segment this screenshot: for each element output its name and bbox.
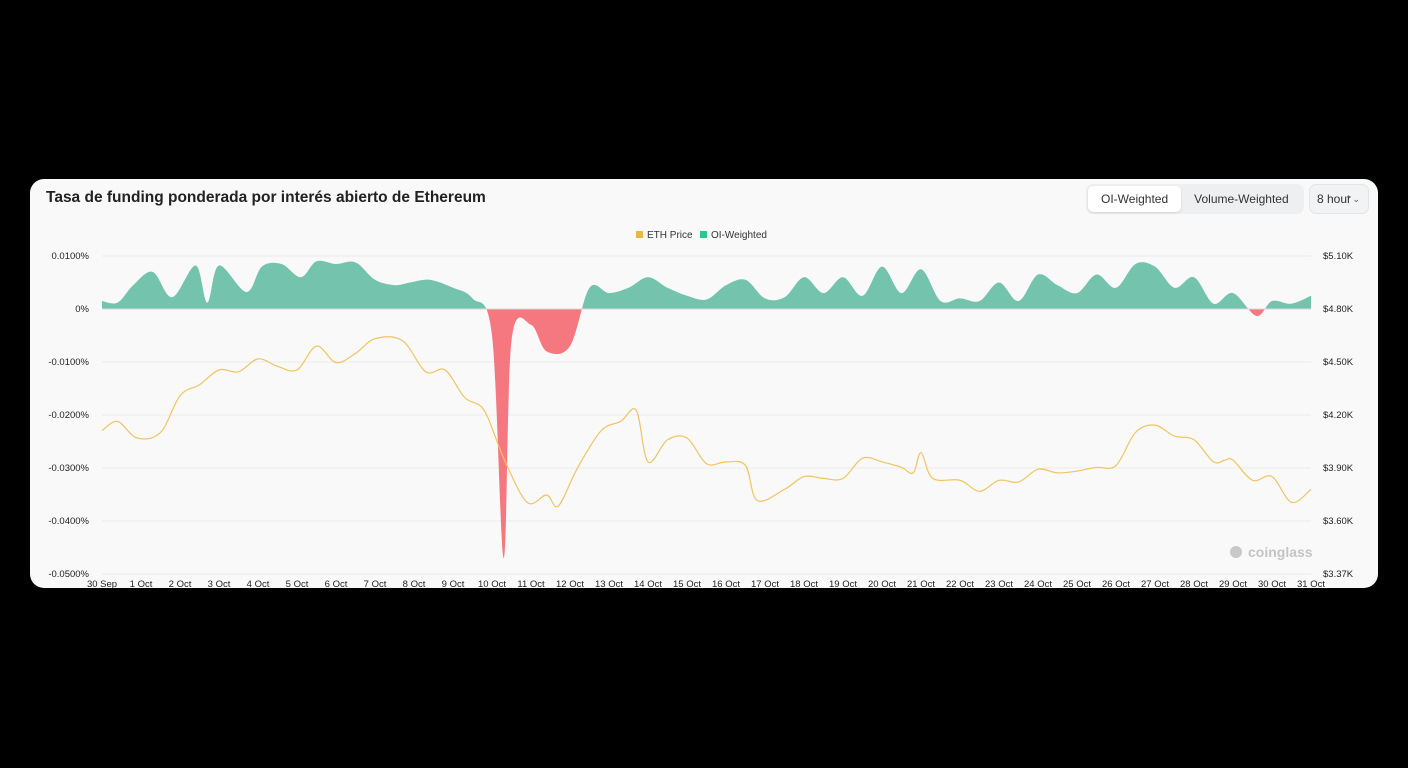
x-tick-label: 12 Oct bbox=[556, 579, 584, 588]
y-left-tick-label: -0.0200% bbox=[48, 410, 89, 421]
x-tick-label: 17 Oct bbox=[751, 579, 779, 588]
oi-weighted-button[interactable]: OI-Weighted bbox=[1088, 186, 1182, 212]
eth-price-line-group bbox=[101, 336, 1312, 508]
x-tick-label: 20 Oct bbox=[868, 579, 896, 588]
y-right-tick-label: $4.20K bbox=[1323, 410, 1354, 421]
grid-lines bbox=[102, 255, 1311, 575]
x-tick-label: 3 Oct bbox=[208, 579, 231, 588]
x-tick-label: 29 Oct bbox=[1219, 579, 1247, 588]
y-right-tick-label: $4.80K bbox=[1323, 304, 1354, 315]
interval-select[interactable]: 8 hour ⌃⌄ bbox=[1309, 184, 1369, 214]
x-tick-label: 24 Oct bbox=[1024, 579, 1052, 588]
x-tick-label: 22 Oct bbox=[946, 579, 974, 588]
x-tick-label: 23 Oct bbox=[985, 579, 1013, 588]
x-tick-label: 27 Oct bbox=[1141, 579, 1169, 588]
x-tick-label: 9 Oct bbox=[442, 579, 465, 588]
x-tick-label: 8 Oct bbox=[403, 579, 426, 588]
y-left-tick-label: -0.0400% bbox=[48, 516, 89, 527]
y-left-tick-label: -0.0100% bbox=[48, 357, 89, 368]
x-tick-label: 19 Oct bbox=[829, 579, 857, 588]
x-tick-label: 14 Oct bbox=[634, 579, 662, 588]
oi-weighted-areas bbox=[102, 260, 1311, 559]
y-right-tick-label: $4.50K bbox=[1323, 357, 1354, 368]
x-tick-label: 26 Oct bbox=[1102, 579, 1130, 588]
x-tick-label: 7 Oct bbox=[364, 579, 387, 588]
chevron-updown-icon: ⌃⌄ bbox=[1344, 194, 1360, 204]
weighting-toggle: OI-Weighted Volume-Weighted bbox=[1086, 184, 1304, 214]
y-right-tick-label: $5.10K bbox=[1323, 251, 1354, 262]
legend-label-oi-weighted: OI-Weighted bbox=[711, 230, 767, 241]
y-axis-left: 0.0100% 0% -0.0100% -0.0200% -0.0300% -0.0400… bbox=[48, 251, 89, 580]
funding-rate-chart: 0.0100% 0% -0.0100% -0.0200% -0.0300% -0.0400… bbox=[48, 230, 1354, 588]
legend-item-eth-price[interactable]: ETH Price bbox=[636, 230, 693, 241]
coinglass-icon bbox=[1230, 546, 1242, 558]
x-tick-label: 1 Oct bbox=[130, 579, 153, 588]
chart-title: Tasa de funding ponderada por interés ab… bbox=[46, 189, 486, 206]
eth-price-line bbox=[101, 336, 1312, 508]
legend-label-eth-price: ETH Price bbox=[647, 230, 693, 241]
watermark-text: coinglass bbox=[1248, 544, 1313, 560]
x-axis: 30 Sep 1 Oct 2 Oct 3 Oct 4 Oct 5 Oct 6 Oct 7 Oc… bbox=[87, 579, 1325, 588]
x-tick-label: 30 Sep bbox=[87, 579, 117, 588]
x-tick-label: 5 Oct bbox=[286, 579, 309, 588]
legend-swatch-oi-weighted bbox=[700, 231, 707, 238]
y-left-tick-label: 0.0100% bbox=[51, 251, 89, 262]
x-tick-label: 21 Oct bbox=[907, 579, 935, 588]
coinglass-logo: coinglass bbox=[1230, 544, 1313, 560]
x-tick-label: 10 Oct bbox=[478, 579, 506, 588]
y-right-tick-label: $3.90K bbox=[1323, 463, 1354, 474]
y-axis-right: $5.10K $4.80K $4.50K $4.20K $3.90K $3.60K $3.3… bbox=[1323, 251, 1354, 580]
x-tick-label: 4 Oct bbox=[247, 579, 270, 588]
x-tick-label: 13 Oct bbox=[595, 579, 623, 588]
y-left-tick-label: -0.0500% bbox=[48, 569, 89, 580]
x-tick-label: 16 Oct bbox=[712, 579, 740, 588]
x-tick-label: 28 Oct bbox=[1180, 579, 1208, 588]
y-left-tick-label: 0% bbox=[75, 304, 89, 315]
y-right-tick-label: $3.37K bbox=[1323, 569, 1354, 580]
x-tick-label: 18 Oct bbox=[790, 579, 818, 588]
x-tick-label: 11 Oct bbox=[517, 579, 545, 588]
x-tick-label: 2 Oct bbox=[169, 579, 192, 588]
x-tick-label: 30 Oct bbox=[1258, 579, 1286, 588]
volume-weighted-button[interactable]: Volume-Weighted bbox=[1194, 192, 1289, 206]
y-left-tick-label: -0.0300% bbox=[48, 463, 89, 474]
x-tick-label: 31 Oct bbox=[1297, 579, 1325, 588]
legend-swatch-eth-price bbox=[636, 231, 643, 238]
legend-item-oi-weighted[interactable]: OI-Weighted bbox=[700, 230, 767, 241]
x-tick-label: 6 Oct bbox=[325, 579, 348, 588]
x-tick-label: 25 Oct bbox=[1063, 579, 1091, 588]
chart-card: Tasa de funding ponderada por interés ab… bbox=[30, 179, 1378, 588]
oi-positive-area bbox=[102, 260, 1311, 309]
legend: ETH Price OI-Weighted bbox=[636, 230, 767, 241]
interval-value: 8 hour bbox=[1317, 192, 1352, 206]
y-right-tick-label: $3.60K bbox=[1323, 516, 1354, 527]
x-tick-label: 15 Oct bbox=[673, 579, 701, 588]
